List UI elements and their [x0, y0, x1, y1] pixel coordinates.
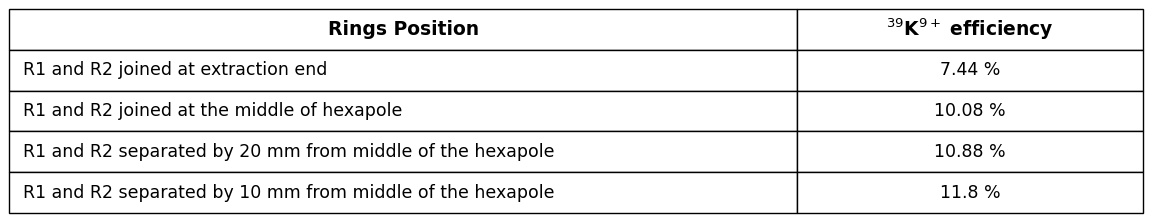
Bar — [9, 91, 797, 131]
Text: R1 and R2 joined at the middle of hexapole: R1 and R2 joined at the middle of hexapo… — [23, 102, 402, 120]
Bar — [797, 131, 1143, 172]
Bar — [797, 172, 1143, 213]
Bar — [9, 131, 797, 172]
Text: R1 and R2 separated by 10 mm from middle of the hexapole: R1 and R2 separated by 10 mm from middle… — [23, 184, 554, 202]
Bar — [797, 9, 1143, 50]
Text: R1 and R2 separated by 20 mm from middle of the hexapole: R1 and R2 separated by 20 mm from middle… — [23, 143, 554, 161]
Text: 7.44 %: 7.44 % — [940, 61, 1000, 79]
Text: Rings Position: Rings Position — [327, 20, 479, 39]
Text: 11.8 %: 11.8 % — [940, 184, 1000, 202]
Bar — [9, 172, 797, 213]
Text: 10.88 %: 10.88 % — [934, 143, 1006, 161]
Text: R1 and R2 joined at extraction end: R1 and R2 joined at extraction end — [23, 61, 327, 79]
Text: 10.08 %: 10.08 % — [934, 102, 1006, 120]
Bar — [9, 50, 797, 91]
Bar — [9, 9, 797, 50]
Bar — [797, 91, 1143, 131]
Text: $^{39}$K$^{9+}$ efficiency: $^{39}$K$^{9+}$ efficiency — [886, 17, 1054, 42]
Bar — [797, 50, 1143, 91]
